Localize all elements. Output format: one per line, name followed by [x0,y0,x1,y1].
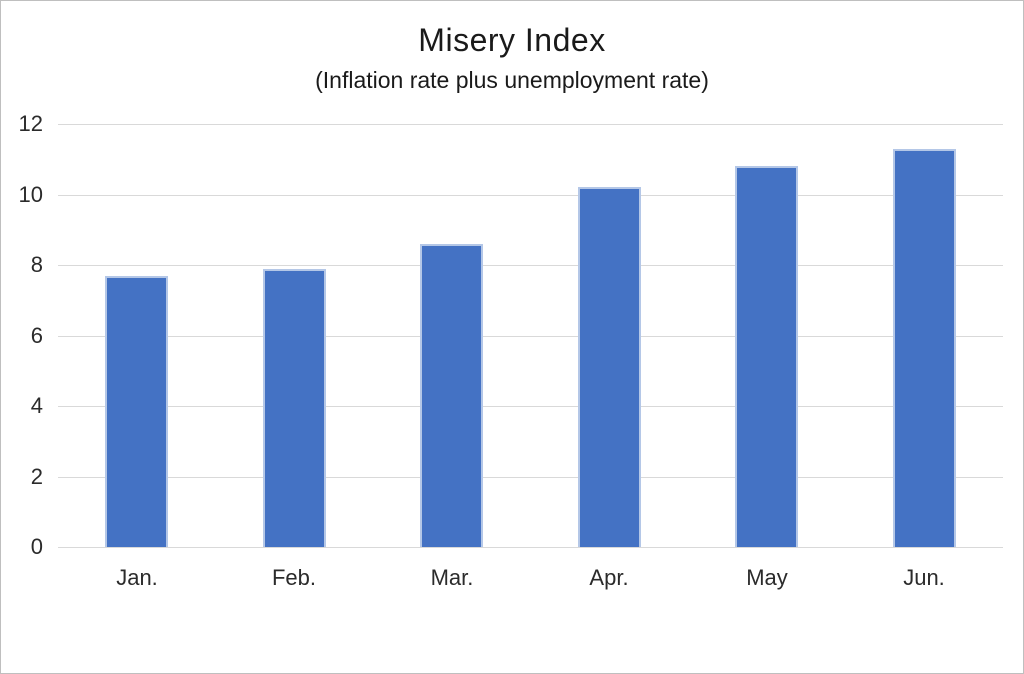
x-tick-label: Feb. [271,565,317,590]
y-tick-label: 10 [18,182,43,207]
chart-title: Misery Index [418,22,606,58]
gridline [58,195,1003,196]
x-tick-label: Jun. [903,565,945,590]
y-tick-label: 0 [30,534,43,559]
bar-jan [105,276,168,547]
bar-mar [420,244,483,547]
y-tick-label: 12 [18,111,43,136]
gridline [58,336,1003,337]
y-tick-label: 2 [30,464,43,489]
bar-may [735,166,798,547]
bar-apr [578,187,641,547]
y-tick-label: 4 [30,393,43,418]
x-tick-label: Mar. [430,565,474,590]
y-tick-label: 8 [30,252,43,277]
bar-feb [263,269,326,547]
chart-subtitle: (Inflation rate plus unemployment rate) [315,67,709,93]
gridline [58,406,1003,407]
bar-jun [893,149,956,547]
x-tick-label: Jan. [116,565,158,590]
gridline [58,265,1003,266]
x-tick-label: May [746,565,788,590]
x-tick-label: Apr. [589,565,629,590]
y-tick-label: 6 [30,323,43,348]
gridline [58,124,1003,125]
gridline [58,477,1003,478]
x-axis-line [58,547,1003,548]
